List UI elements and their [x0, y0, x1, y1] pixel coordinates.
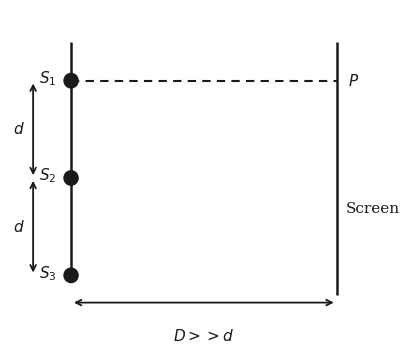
Circle shape [64, 171, 78, 185]
Circle shape [64, 74, 78, 88]
Text: Screen: Screen [346, 202, 400, 216]
Text: $D>>d$: $D>>d$ [173, 328, 234, 344]
Circle shape [64, 268, 78, 282]
Text: $P$: $P$ [348, 73, 359, 89]
Text: $S_1$: $S_1$ [39, 69, 57, 88]
Text: $d$: $d$ [13, 121, 25, 137]
Text: $S_3$: $S_3$ [39, 264, 57, 283]
Text: $S_2$: $S_2$ [39, 167, 57, 185]
Text: $d$: $d$ [13, 219, 25, 235]
